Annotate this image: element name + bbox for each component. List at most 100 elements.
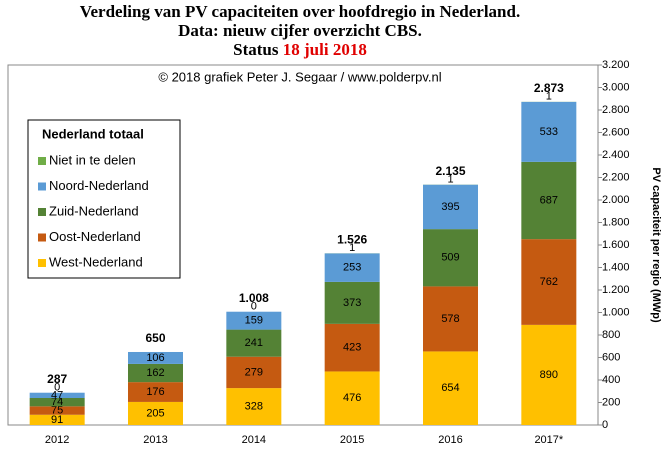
segment-label: 159 — [245, 315, 263, 327]
bar-segment — [423, 286, 478, 352]
total-label: 650 — [145, 331, 165, 345]
legend-label: Noord-Nederland — [49, 178, 149, 193]
bar-segment — [521, 101, 577, 162]
x-tick-label: 2012 — [45, 434, 69, 446]
segment-label: 176 — [146, 386, 164, 398]
legend-label: Oost-Nederland — [49, 229, 141, 244]
status: Status 18 juli 2018 — [233, 40, 367, 59]
x-tick-label: 2013 — [143, 434, 167, 446]
segment-label: 890 — [540, 369, 558, 381]
total-label: 1.526 — [337, 232, 367, 246]
segment-label: 423 — [343, 342, 361, 354]
legend-label: West-Nederland — [49, 254, 143, 269]
segment-label: 328 — [245, 400, 263, 412]
legend-title: Nederland totaal — [42, 126, 144, 141]
legend-swatch — [38, 182, 46, 191]
segment-label: 395 — [441, 201, 459, 213]
segment-label: 578 — [441, 313, 459, 325]
credit: © 2018 grafiek Peter J. Segaar / www.pol… — [158, 69, 441, 84]
segment-label: 0 — [251, 301, 257, 313]
segment-label: 476 — [343, 392, 361, 404]
segment-label: 687 — [540, 194, 558, 206]
x-tick-label: 2014 — [242, 434, 266, 446]
y-tick-label: 2.200 — [602, 171, 630, 183]
legend-swatch — [38, 208, 46, 216]
legend-swatch — [38, 233, 46, 242]
y-tick-label: 0 — [602, 419, 608, 431]
legend-swatch — [38, 259, 46, 267]
segment-label: 1 — [546, 91, 552, 103]
status-label: Status — [233, 40, 279, 59]
segment-label: 373 — [343, 297, 361, 309]
segment-label: 162 — [146, 367, 164, 379]
y-tick-label: 800 — [602, 329, 620, 341]
y-tick-label: 3.000 — [602, 81, 630, 93]
x-tick-label: 2016 — [438, 434, 462, 446]
bar-segment — [423, 229, 478, 287]
bar-segment — [324, 253, 380, 282]
bar-segment — [29, 414, 85, 425]
y-tick-label: 600 — [602, 351, 620, 363]
total-label: 2.135 — [435, 164, 465, 178]
segment-label: 241 — [245, 337, 263, 349]
bar-segment — [128, 363, 183, 383]
total-label: 2.873 — [534, 81, 564, 95]
y-tick-label: 200 — [602, 396, 620, 408]
status-date: 18 juli 2018 — [283, 40, 367, 59]
total-label: 1.008 — [239, 291, 269, 305]
bar-segment — [128, 401, 183, 425]
y-tick-label: 1.200 — [602, 284, 630, 296]
segment-label: 654 — [441, 382, 459, 394]
segment-label: 0 — [54, 382, 60, 394]
chart-subtitle: Data: nieuw cijfer overzicht CBS. — [178, 21, 422, 40]
segment-label: 75 — [51, 404, 63, 416]
segment-label: 762 — [540, 276, 558, 288]
segment-label: 205 — [146, 407, 164, 419]
y-tick-label: 2.800 — [602, 104, 630, 116]
bar-segment — [521, 324, 577, 425]
bar-segment — [226, 311, 282, 330]
total-label: 287 — [47, 372, 67, 386]
bar-segment — [226, 388, 282, 425]
bar-segment — [324, 371, 380, 425]
segment-label: 279 — [245, 366, 263, 378]
bar-segment — [324, 323, 380, 372]
segment-label: 509 — [441, 252, 459, 264]
bar-segment — [521, 239, 577, 325]
y-tick-label: 1.400 — [602, 261, 630, 273]
y-tick-label: 1.000 — [602, 306, 630, 318]
y-tick-label: 400 — [602, 374, 620, 386]
bar-segment — [29, 398, 85, 407]
segment-label: 47 — [51, 389, 63, 401]
bar-segment — [128, 382, 183, 402]
bar-segment — [226, 356, 282, 389]
segment-label: 106 — [146, 352, 164, 364]
bar-segment — [128, 351, 183, 364]
bar-segment — [521, 161, 577, 240]
y-tick-label: 1.600 — [602, 239, 630, 251]
bar-segment — [29, 392, 85, 398]
y-tick-label: 2.000 — [602, 194, 630, 206]
y-tick-label: 3.200 — [602, 59, 630, 71]
bar-segment — [324, 281, 380, 324]
segment-label: 1 — [349, 242, 355, 254]
segment-label: 74 — [51, 396, 63, 408]
legend-label: Niet in te delen — [49, 152, 136, 167]
y-tick-label: 2.600 — [602, 126, 630, 138]
segment-label: 91 — [51, 414, 63, 426]
legend-box — [27, 119, 181, 279]
segment-label: 533 — [540, 126, 558, 138]
x-tick-label: 2017* — [534, 434, 563, 446]
y-axis-label: PV capaciteit per regio (MWp) — [650, 167, 662, 323]
bar-segment — [29, 406, 85, 415]
legend-label: Zuid-Nederland — [49, 203, 139, 218]
y-tick-label: 2.400 — [602, 149, 630, 161]
chart-title: Verdeling van PV capaciteiten over hoofd… — [80, 2, 520, 21]
bar-segment — [226, 329, 282, 357]
segment-label: 1 — [447, 173, 453, 185]
bar-segment — [423, 351, 478, 425]
legend-swatch — [38, 157, 46, 165]
y-tick-label: 1.800 — [602, 216, 630, 228]
bar-segment — [423, 184, 478, 230]
